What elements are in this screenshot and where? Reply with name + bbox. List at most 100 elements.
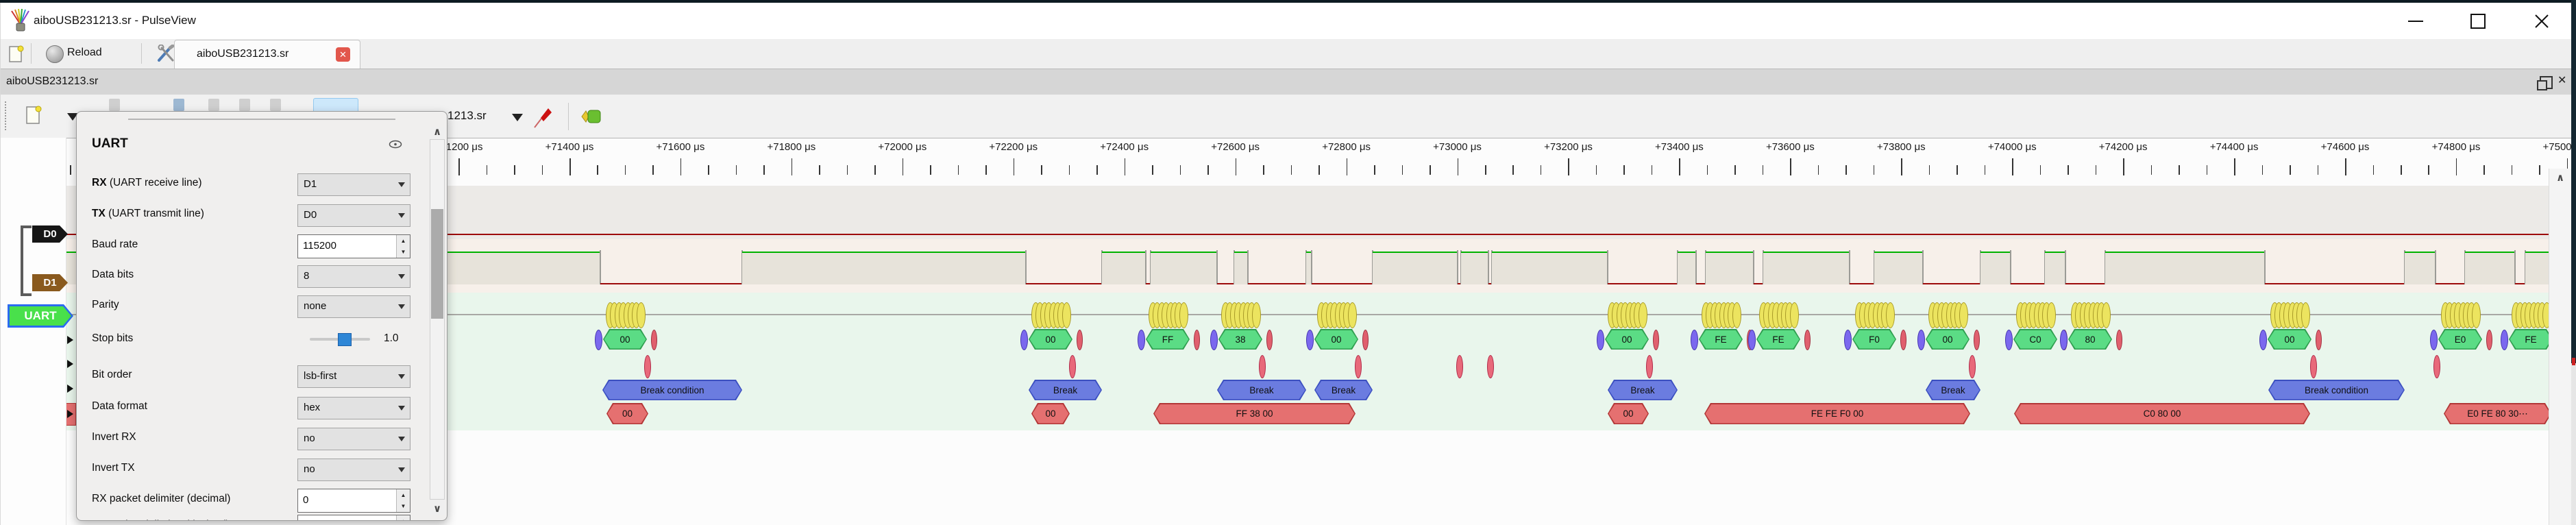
spin-up-icon[interactable]: ▲ [400, 237, 406, 244]
ruler-minor-tick [486, 165, 488, 175]
decoder-row-expand-icon[interactable] [67, 384, 73, 393]
uart-stop-bit-annotation [1900, 330, 1906, 350]
close-button[interactable] [2521, 10, 2562, 33]
session-tab[interactable]: aiboUSB231213.sr ✕ [174, 40, 360, 69]
zoom-fit-icon[interactable] [270, 99, 281, 111]
open-file-icon[interactable] [25, 106, 42, 125]
uart-frame-error-annotation [2433, 355, 2440, 378]
capture-settings-icon[interactable] [580, 108, 602, 125]
popup-spinbox[interactable]: 1 ▲▼ [297, 515, 410, 520]
popup-select-data-bits[interactable]: 8 [297, 265, 410, 288]
ruler-minor-tick [1374, 165, 1375, 175]
popup-row-label: Parity [92, 299, 119, 310]
time-ruler: +71200 μs +71400 μs +71600 μs +71800 μs +720… [66, 138, 2572, 186]
decoder-row-expand-icon[interactable] [67, 336, 73, 344]
popup-scroll-up-icon[interactable]: ∧ [433, 126, 442, 138]
scroll-up-icon[interactable]: ∧ [2556, 172, 2565, 184]
popup-scrollbar-thumb[interactable] [431, 209, 443, 319]
visibility-eye-icon[interactable] [389, 140, 402, 149]
device-file-combo[interactable]: 1213.sr [447, 109, 487, 122]
d1-falling-edge [1753, 250, 1754, 284]
popup-select-invert-tx[interactable]: no [297, 459, 410, 481]
session-settings-wrench-icon[interactable] [157, 45, 175, 62]
uart-rx-data-annotation: F0 [1852, 329, 1896, 350]
chevron-down-icon [398, 437, 405, 441]
new-session-icon[interactable] [9, 45, 24, 63]
toolbar-drag-handle[interactable] [5, 101, 6, 130]
channel-tag-d1[interactable]: D1 [32, 274, 68, 291]
ruler-time-label: +72000 μs [878, 141, 927, 153]
save-as-icon[interactable] [173, 99, 184, 111]
run-capture-flag-icon[interactable] [532, 107, 552, 129]
ruler-minor-tick [541, 165, 543, 175]
spin-buttons[interactable]: ▲▼ [396, 235, 410, 258]
dock-title: aiboUSB231213.sr [6, 75, 99, 87]
popup-grip[interactable] [128, 119, 395, 120]
spin-down-icon[interactable]: ▼ [400, 249, 406, 256]
popup-select-invert-rx[interactable]: no [297, 428, 410, 450]
uart-rx-data-annotation-label: FE [1715, 334, 1727, 345]
ruler-major-tick [569, 158, 571, 175]
d1-high-segment [2405, 252, 2436, 284]
popup-select-parity[interactable]: none [297, 295, 410, 318]
channel-tag-d0[interactable]: D0 [32, 225, 68, 243]
dock-float-icon[interactable] [2537, 76, 2553, 90]
ruler-minor-tick [2179, 165, 2180, 175]
open-file-dropdown-arrow[interactable] [67, 113, 78, 121]
select-value: no [304, 463, 315, 475]
popup-select-bit-order[interactable]: lsb-first [297, 365, 410, 388]
d1-falling-edge [2514, 250, 2516, 284]
ruler-major-tick [1790, 158, 1791, 175]
minimize-button[interactable] [2395, 10, 2436, 33]
uart-bit-annotation [1732, 302, 1741, 328]
uart-frame-error-annotation [644, 355, 651, 378]
uart-rx-data-annotation-label: 00 [620, 334, 630, 345]
d1-low-segment [1608, 283, 1678, 284]
spin-down-icon[interactable]: ▼ [400, 503, 406, 510]
uart-rx-packet-annotation-label: 00 [622, 408, 633, 419]
reload-button[interactable]: Reload [67, 47, 102, 58]
ruler-minor-tick [2511, 165, 2513, 175]
popup-select--uart-receive-line-[interactable]: D1 [297, 173, 410, 196]
dock-title-bar: aiboUSB231213.sr ✕ [1, 69, 2572, 96]
spin-buttons[interactable]: ▲▼ [396, 515, 410, 520]
popup-select-data-format[interactable]: hex [297, 397, 410, 419]
d1-falling-edge [1311, 250, 1312, 284]
uart-rx-data-annotation: 00 [1029, 329, 1072, 350]
zoom-out-icon[interactable] [239, 99, 250, 111]
spin-up-icon[interactable]: ▲ [401, 518, 406, 520]
popup-spinbox[interactable]: 0 ▲ ▼ [297, 489, 410, 513]
decoder-row-expand-icon[interactable] [67, 360, 73, 368]
dock-close-icon[interactable]: ✕ [2557, 75, 2567, 86]
popup-scrollbar[interactable]: ∧ ∨ [430, 127, 445, 515]
spin-up-icon[interactable]: ▲ [400, 491, 406, 498]
popup-spinbox[interactable]: 115200 ▲ ▼ [297, 234, 410, 258]
decoder-row-expand-icon[interactable] [67, 410, 73, 418]
save-icon[interactable] [109, 99, 120, 111]
popup-row-label: Baud rate [92, 239, 138, 250]
ruler-major-tick [1901, 158, 1902, 175]
session-tab-close-button[interactable]: ✕ [336, 47, 350, 62]
spin-buttons[interactable]: ▲▼ [396, 489, 410, 512]
uart-rx-data-annotation-label: 00 [1331, 334, 1342, 345]
stop-bits-slider-handle[interactable] [338, 333, 352, 346]
popup-select--uart-transmit-line-[interactable]: D0 [297, 204, 410, 227]
reload-icon[interactable] [46, 45, 64, 63]
uart-rx-data-annotation: FE [2509, 329, 2553, 350]
ruler-minor-tick [957, 165, 959, 175]
d1-falling-edge [2065, 250, 2066, 284]
uart-start-bit-annotation [2005, 330, 2013, 350]
uart-rx-packet-annotation-label: C0 80 00 [2143, 408, 2181, 419]
popup-scroll-down-icon[interactable]: ∨ [433, 503, 442, 515]
uart-rx-data-annotation: FF [1146, 329, 1190, 350]
zoom-in-icon[interactable] [208, 99, 219, 111]
maximize-button[interactable] [2457, 10, 2499, 33]
uart-rx-data-annotation-label: E0 [2454, 334, 2466, 345]
uart-stop-bit-annotation [1266, 330, 1273, 350]
device-combo-arrow[interactable] [512, 114, 523, 121]
chevron-down-icon [398, 274, 405, 279]
decoder-tag-uart[interactable]: UART [8, 304, 73, 328]
vertical-scrollbar[interactable]: ∧ [2549, 169, 2573, 525]
uart-frame-error-annotation [1969, 355, 1976, 378]
